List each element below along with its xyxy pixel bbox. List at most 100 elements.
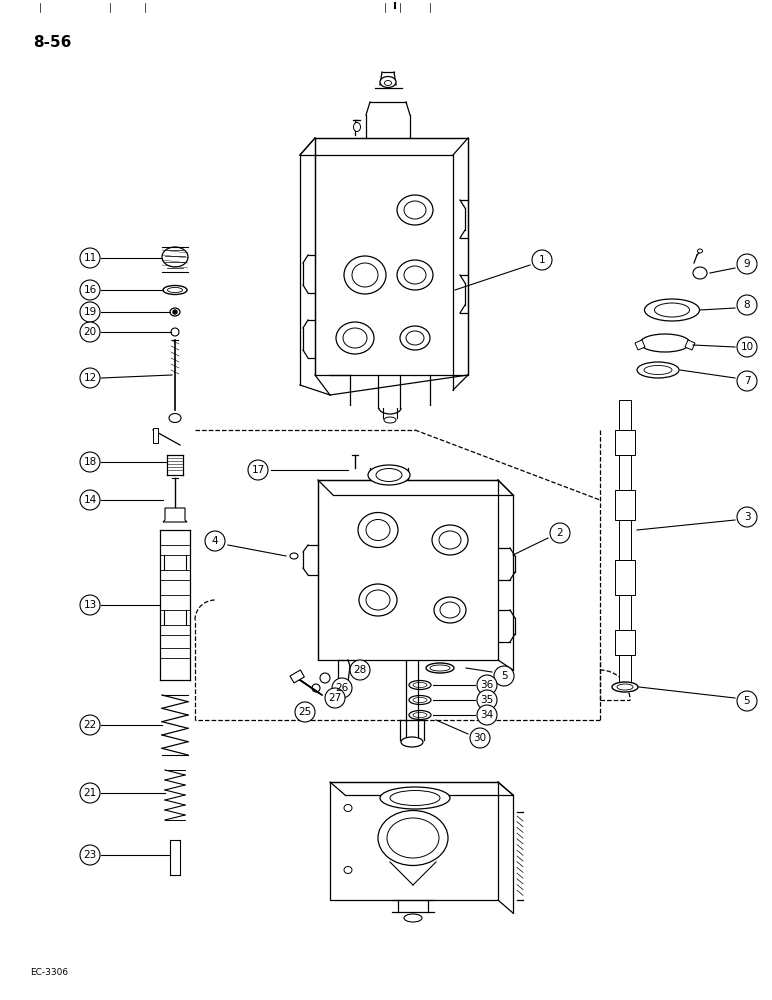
Circle shape [248,460,268,480]
Ellipse shape [440,602,460,618]
Circle shape [320,673,330,683]
Circle shape [171,328,179,336]
Circle shape [312,684,320,692]
Circle shape [80,322,100,342]
Circle shape [80,595,100,615]
Circle shape [737,254,757,274]
Circle shape [205,531,225,551]
Ellipse shape [409,710,431,720]
Circle shape [477,705,497,725]
Ellipse shape [170,308,180,316]
Text: 21: 21 [83,788,96,798]
Circle shape [737,337,757,357]
Circle shape [470,728,490,748]
Circle shape [494,666,514,686]
Ellipse shape [640,334,690,352]
Ellipse shape [426,663,454,673]
Circle shape [80,248,100,268]
Text: 12: 12 [83,373,96,383]
Ellipse shape [344,804,352,812]
Polygon shape [685,340,695,350]
Circle shape [80,452,100,472]
Bar [619,595,631,630]
Ellipse shape [366,590,390,610]
Text: 36: 36 [480,680,493,690]
Polygon shape [330,782,498,900]
Text: 5: 5 [501,671,507,681]
Bar [615,630,635,655]
Text: 4: 4 [212,536,218,546]
Text: 35: 35 [480,695,493,705]
Circle shape [80,490,100,510]
Text: 10: 10 [740,342,753,352]
Ellipse shape [384,417,396,423]
Text: 14: 14 [83,495,96,505]
Ellipse shape [384,81,391,86]
Text: 28: 28 [354,665,367,675]
Text: EC-3306: EC-3306 [30,968,68,977]
Text: 23: 23 [83,850,96,860]
Text: 5: 5 [743,696,750,706]
Circle shape [532,250,552,270]
Circle shape [737,371,757,391]
Text: 22: 22 [83,720,96,730]
Text: 7: 7 [743,376,750,386]
Ellipse shape [352,263,378,287]
Bar [619,520,631,560]
Text: 27: 27 [328,693,342,703]
Text: 8-56: 8-56 [33,35,71,50]
Text: 16: 16 [83,285,96,295]
Text: 19: 19 [83,307,96,317]
Bar [619,400,631,430]
Ellipse shape [343,328,367,348]
Text: 1: 1 [539,255,545,265]
Polygon shape [318,480,498,660]
Ellipse shape [697,249,703,253]
Circle shape [477,675,497,695]
Ellipse shape [404,914,422,922]
Ellipse shape [378,810,448,865]
Polygon shape [163,508,187,522]
Bar [619,455,631,490]
Bar [615,430,635,455]
Ellipse shape [637,362,679,378]
Circle shape [173,310,177,314]
Text: 30: 30 [473,733,486,743]
Circle shape [550,523,570,543]
Ellipse shape [162,247,188,267]
Ellipse shape [409,680,431,690]
Ellipse shape [404,201,426,219]
Circle shape [737,295,757,315]
Bar [619,655,631,685]
Ellipse shape [434,597,466,623]
Ellipse shape [358,512,398,548]
Text: 2: 2 [557,528,564,538]
Ellipse shape [380,77,396,88]
Ellipse shape [387,818,439,858]
Circle shape [80,783,100,803]
Ellipse shape [344,256,386,294]
Ellipse shape [404,266,426,284]
Circle shape [295,702,315,722]
Bar [153,428,158,443]
Ellipse shape [612,682,638,692]
Ellipse shape [359,584,397,616]
Circle shape [80,302,100,322]
Text: 18: 18 [83,457,96,467]
Circle shape [80,368,100,388]
Ellipse shape [406,331,424,345]
Ellipse shape [432,525,468,555]
Circle shape [80,845,100,865]
Circle shape [325,688,345,708]
Text: 11: 11 [83,253,96,263]
Circle shape [350,660,370,680]
Text: 34: 34 [480,710,493,720]
Text: 17: 17 [252,465,265,475]
Bar [290,670,304,683]
Text: 20: 20 [83,327,96,337]
Ellipse shape [397,260,433,290]
Ellipse shape [290,553,298,559]
Ellipse shape [380,787,450,809]
Text: 25: 25 [298,707,312,717]
Text: 8: 8 [743,300,750,310]
